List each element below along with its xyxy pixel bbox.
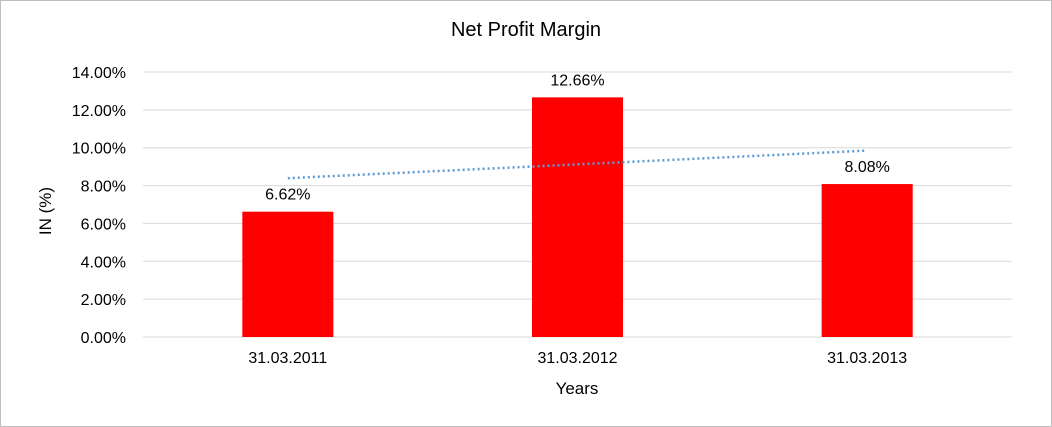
data-label: 8.08%	[844, 159, 889, 176]
y-tick-label: 8.00%	[81, 179, 126, 196]
data-labels: 6.62% 12.66% 8.08%	[265, 72, 890, 203]
x-axis-ticks: 31.03.2011 31.03.2012 31.03.2013	[248, 350, 907, 367]
x-axis-label: Years	[556, 379, 599, 398]
y-tick-label: 0.00%	[81, 330, 126, 347]
trendline	[287, 149, 868, 180]
bar	[821, 184, 913, 337]
x-tick-label: 31.03.2012	[537, 350, 617, 367]
bars	[242, 97, 913, 337]
bar	[242, 211, 334, 337]
y-tick-label: 14.00%	[72, 65, 126, 82]
y-tick-label: 12.00%	[72, 103, 126, 120]
y-tick-label: 4.00%	[81, 254, 126, 271]
y-tick-label: 6.00%	[81, 216, 126, 233]
trendline-line	[287, 149, 868, 180]
y-tick-label: 2.00%	[81, 292, 126, 309]
y-tick-label: 10.00%	[72, 141, 126, 158]
y-axis-ticks: 0.00% 2.00% 4.00% 6.00% 8.00% 10.00% 12.00% 14.…	[72, 65, 126, 347]
data-label: 12.66%	[550, 72, 604, 89]
y-axis-label: IN (%)	[36, 187, 55, 235]
bar	[532, 97, 623, 337]
data-label: 6.62%	[265, 187, 310, 204]
x-tick-label: 31.03.2013	[827, 350, 907, 367]
x-tick-label: 31.03.2011	[248, 350, 327, 367]
chart-title: Net Profit Margin	[451, 19, 601, 41]
